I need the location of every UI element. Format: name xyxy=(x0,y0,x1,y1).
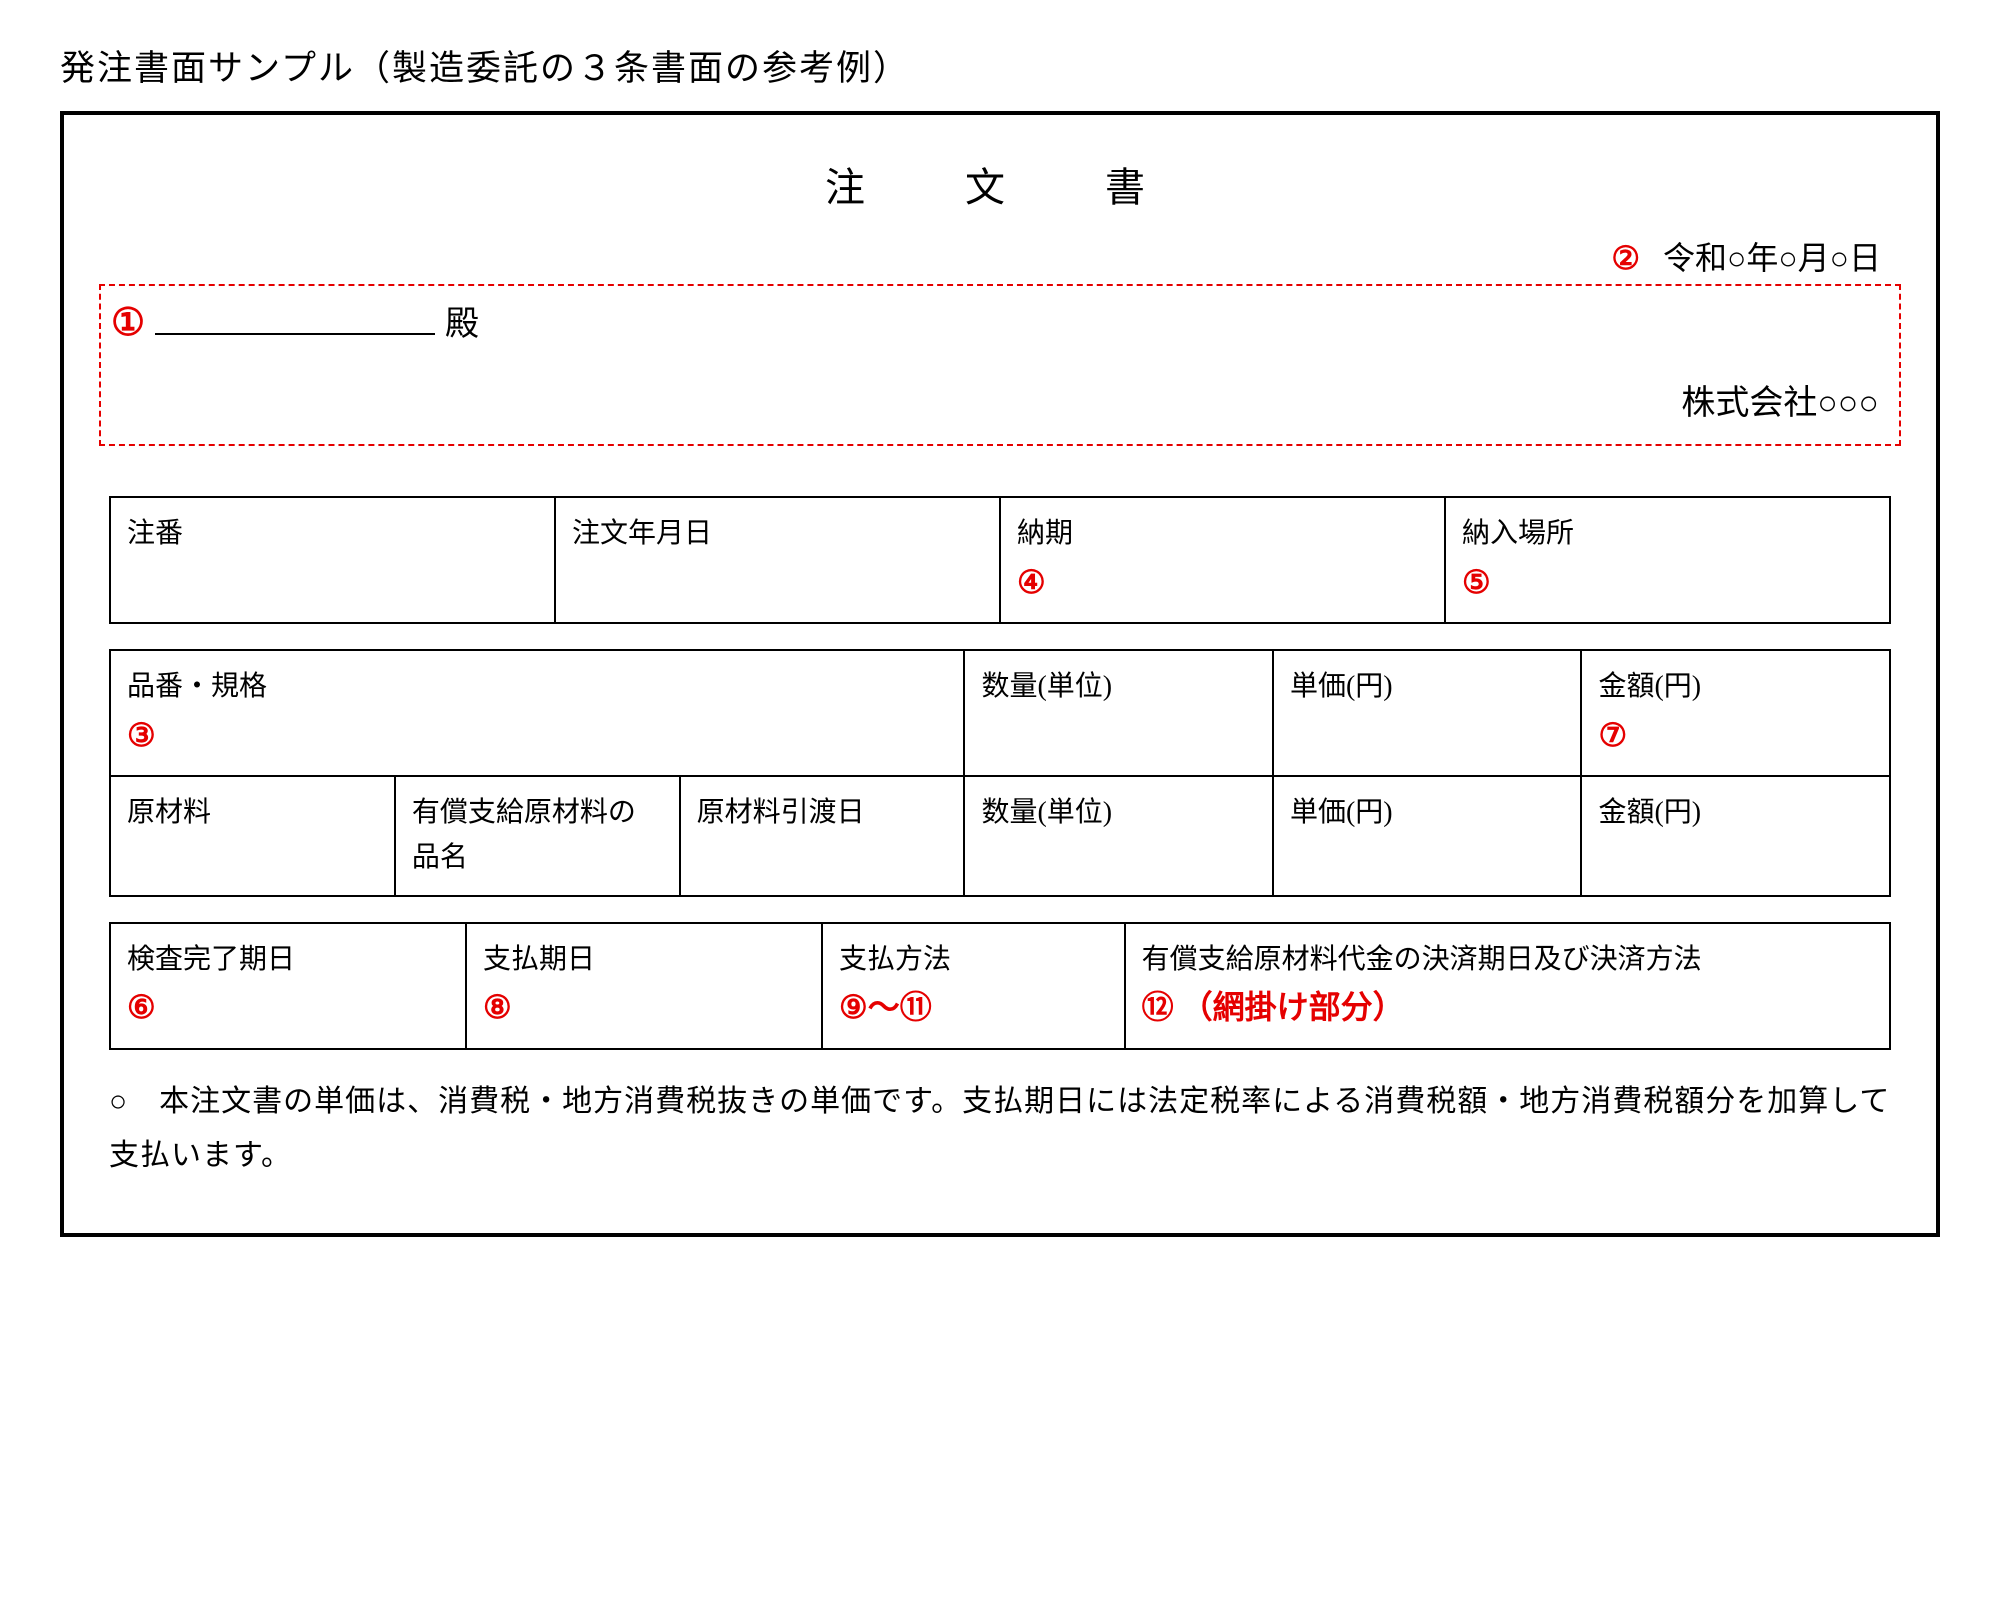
cell-payment-method: 支払方法 ⑨～⑪ xyxy=(822,923,1125,1049)
recipient-line: ① 殿 xyxy=(111,296,1879,345)
cell-qty-unit-1: 数量(単位) xyxy=(964,650,1273,776)
cell-unit-price-1: 単価(円) xyxy=(1273,650,1582,776)
table-items: 品番・規格 ③ 数量(単位) 単価(円) 金額(円) ⑦ 原材料 xyxy=(109,649,1891,897)
label-inspection-date: 検査完了期日 xyxy=(127,938,449,983)
cell-item-spec: 品番・規格 ③ xyxy=(110,650,964,776)
tables-container: 注番 注文年月日 納期 ④ 納入場所 ⑤ 品番・規格 ③ xyxy=(99,496,1901,1050)
page-heading: 発注書面サンプル（製造委託の３条書面の参考例） xyxy=(60,40,1940,91)
cell-unit-price-2: 単価(円) xyxy=(1273,776,1582,896)
annotation-mark-2: ② xyxy=(1611,240,1640,276)
label-order-date: 注文年月日 xyxy=(572,512,983,557)
annotation-mark-4: ④ xyxy=(1017,557,1428,608)
cell-order-date: 注文年月日 xyxy=(555,497,1000,623)
document-title: 注 文 書 xyxy=(99,155,1901,213)
label-payment-date: 支払期日 xyxy=(483,938,805,983)
header-dashed-box: ① 殿 株式会社○○○ xyxy=(99,284,1901,446)
label-settlement: 有償支給原材料代金の決済期日及び決済方法 xyxy=(1142,938,1873,983)
recipient-name-underline xyxy=(155,307,435,335)
date-row: ② 令和○年○月○日 xyxy=(99,233,1901,279)
cell-settlement: 有償支給原材料代金の決済期日及び決済方法 ⑫ （網掛け部分） xyxy=(1125,923,1890,1049)
cell-payment-date: 支払期日 ⑧ xyxy=(466,923,822,1049)
cell-due-date: 納期 ④ xyxy=(1000,497,1445,623)
label-qty-unit-2: 数量(単位) xyxy=(981,791,1256,836)
cell-inspection-date: 検査完了期日 ⑥ xyxy=(110,923,466,1049)
annotation-mark-12: ⑫ xyxy=(1142,989,1174,1025)
annotation-mark-12-extra: （網掛け部分） xyxy=(1181,989,1405,1025)
cell-raw-material: 原材料 xyxy=(110,776,395,896)
document-outer-box: 注 文 書 ② 令和○年○月○日 ① 殿 株式会社○○○ 注番 注文年月日 納期 xyxy=(60,111,1940,1237)
annotation-mark-5: ⑤ xyxy=(1462,557,1873,608)
label-amount-2: 金額(円) xyxy=(1598,791,1873,836)
annotation-mark-8: ⑧ xyxy=(483,982,805,1033)
label-payment-method: 支払方法 xyxy=(839,938,1108,983)
cell-material-delivery-date: 原材料引渡日 xyxy=(680,776,965,896)
label-unit-price-1: 単価(円) xyxy=(1290,665,1565,710)
table-payment: 検査完了期日 ⑥ 支払期日 ⑧ 支払方法 ⑨～⑪ 有償支給原材料代金の決済期日及… xyxy=(109,922,1891,1050)
label-order-no: 注番 xyxy=(127,512,538,557)
label-qty-unit-1: 数量(単位) xyxy=(981,665,1256,710)
annotation-mark-1: ① xyxy=(111,300,145,345)
cell-order-no: 注番 xyxy=(110,497,555,623)
date-text: 令和○年○月○日 xyxy=(1663,240,1881,276)
annotation-mark-6: ⑥ xyxy=(127,982,449,1033)
label-item-spec: 品番・規格 xyxy=(127,665,947,710)
annotation-mark-9-11: ⑨～⑪ xyxy=(839,982,1108,1033)
recipient-suffix: 殿 xyxy=(445,296,479,345)
annotation-mark-7: ⑦ xyxy=(1598,710,1873,761)
label-unit-price-2: 単価(円) xyxy=(1290,791,1565,836)
label-raw-material: 原材料 xyxy=(127,791,378,836)
table-order-header: 注番 注文年月日 納期 ④ 納入場所 ⑤ xyxy=(109,496,1891,624)
cell-amount-1: 金額(円) ⑦ xyxy=(1581,650,1890,776)
label-due-date: 納期 xyxy=(1017,512,1428,557)
annotation-mark-3: ③ xyxy=(127,710,947,761)
cell-delivery-place: 納入場所 ⑤ xyxy=(1445,497,1890,623)
cell-paid-material-name: 有償支給原材料の品名 xyxy=(395,776,680,896)
cell-qty-unit-2: 数量(単位) xyxy=(964,776,1273,896)
label-delivery-place: 納入場所 xyxy=(1462,512,1873,557)
label-material-delivery-date: 原材料引渡日 xyxy=(697,791,948,836)
company-name: 株式会社○○○ xyxy=(111,375,1879,424)
cell-amount-2: 金額(円) xyxy=(1581,776,1890,896)
label-paid-material-name: 有償支給原材料の品名 xyxy=(412,791,663,881)
label-amount-1: 金額(円) xyxy=(1598,665,1873,710)
footnote: ○ 本注文書の単価は、消費税・地方消費税抜きの単価です。支払期日には法定税率によ… xyxy=(99,1075,1901,1183)
